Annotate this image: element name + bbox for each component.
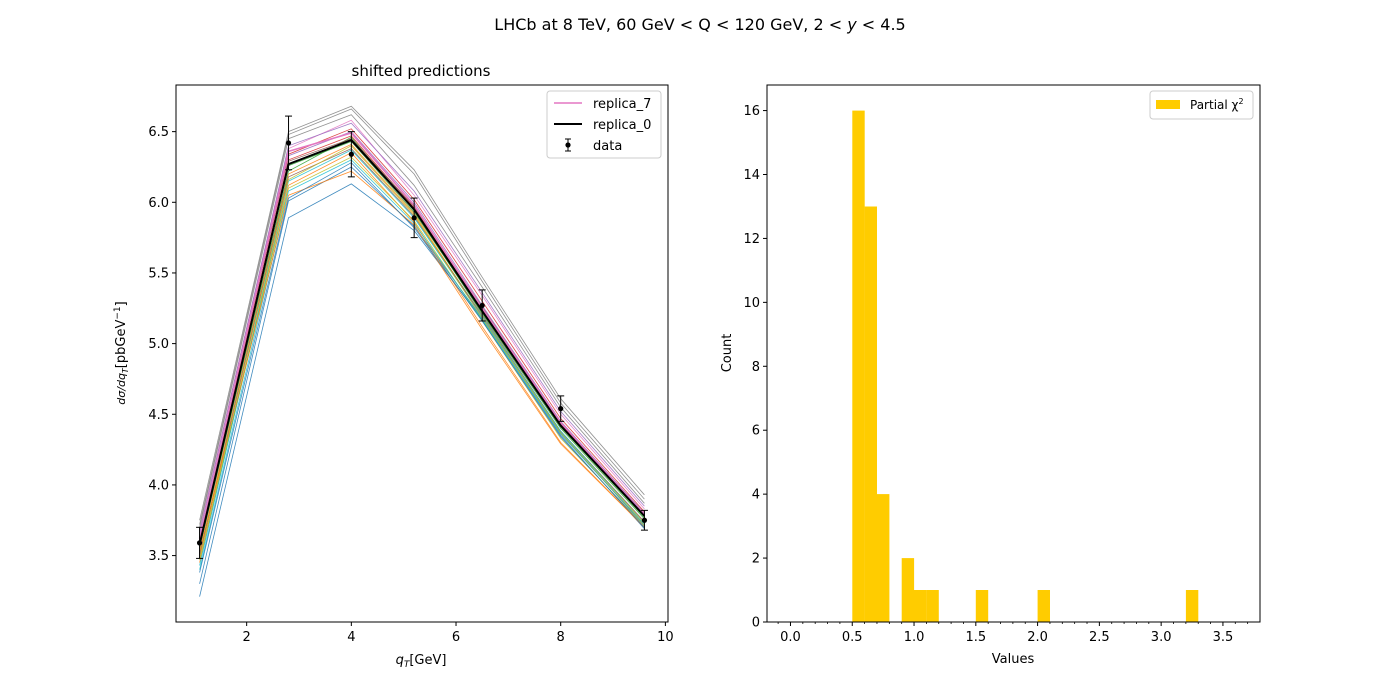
data-point	[410, 197, 418, 239]
data-point	[196, 526, 204, 559]
hist-y-axis-ticks: 0 2 4 6 8 10 12 14 16	[743, 104, 767, 631]
y-tick-label: 6.5	[148, 125, 169, 140]
histogram-bar	[926, 590, 939, 622]
hist-x-axis-ticks: 0.0 0.5 1.0 1.5 2.0 2.5 3.0 3.5	[777, 622, 1249, 645]
legend-label-data: data	[593, 139, 622, 154]
data-point	[347, 131, 355, 178]
hist-legend-frame	[1149, 90, 1254, 120]
histogram-bar	[975, 590, 989, 622]
hist-x-tick-label: 3.0	[1151, 630, 1172, 645]
hist-x-tick-label: 1.0	[904, 630, 925, 645]
data-points	[196, 115, 648, 559]
data-marker	[285, 140, 292, 146]
hist-y-tick-label: 4	[752, 488, 760, 503]
y-tick-label: 5.5	[148, 266, 169, 281]
hist-x-tick-label: 1.5	[965, 630, 986, 645]
x-tick-label: 4	[347, 630, 355, 645]
histogram-bar	[914, 590, 927, 622]
hist-legend-label: Partial χ2	[1190, 97, 1244, 112]
hist-x-tick-label: 3.5	[1213, 630, 1234, 645]
y-tick-label: 4.5	[148, 408, 169, 423]
histogram-bar	[852, 110, 865, 622]
data-marker	[479, 302, 485, 309]
y-tick-label: 4.0	[148, 478, 169, 493]
hist-x-tick-label: 2.0	[1027, 630, 1048, 645]
data-marker	[348, 151, 354, 157]
hist-y-tick-label: 14	[743, 168, 760, 183]
hist-y-tick-label: 2	[752, 552, 760, 567]
line-chart-frame	[175, 84, 669, 623]
histogram-frame	[766, 84, 1261, 623]
line-chart-panel: shifted predictions 2 4 6 8 10 3.5 4.0 4.5 5.0 5…	[113, 62, 674, 670]
histogram-bar	[877, 494, 890, 622]
hist-x-tick-label: 0.0	[780, 630, 801, 645]
hist-legend-swatch	[1156, 100, 1180, 109]
data-point	[478, 289, 486, 322]
data-point	[285, 115, 293, 171]
legend-label-replica-7: replica_7	[593, 97, 651, 112]
line-chart-legend: replica_7 replica_0 data	[546, 90, 662, 159]
hist-y-tick-label: 16	[743, 104, 760, 119]
hist-x-tick-label: 2.5	[1089, 630, 1110, 645]
data-marker	[196, 540, 203, 546]
hist-y-tick-label: 0	[752, 616, 760, 631]
data-point	[640, 509, 648, 531]
y-tick-label: 3.5	[148, 549, 169, 564]
hist-x-tick-label: 0.5	[842, 630, 863, 645]
hist-y-tick-label: 8	[752, 360, 760, 375]
figure-suptitle: LHCb at 8 TeV, 60 GeV < Q < 120 GeV, 2 <…	[494, 15, 905, 34]
histogram-legend: Partial χ2	[1149, 90, 1254, 120]
line-chart-y-label: dσ/dqT[pbGeV−1]	[113, 301, 130, 404]
y-tick-label: 5.0	[148, 337, 169, 352]
data-point	[557, 395, 565, 422]
line-chart-x-label: qT[GeV]	[396, 653, 447, 670]
histogram-bar	[1037, 590, 1050, 622]
histogram-panel: 0.0 0.5 1.0 1.5 2.0 2.5 3.0 3.5 0 2 4 6 8 10 12 14 16 V…	[720, 84, 1261, 667]
x-tick-label: 8	[557, 630, 565, 645]
legend-swatch-data	[565, 138, 571, 152]
line-chart-title: shifted predictions	[352, 62, 491, 80]
data-marker	[558, 406, 564, 412]
y-tick-label: 6.0	[148, 196, 169, 211]
x-axis-ticks: 2 4 6 8 10	[243, 622, 674, 645]
legend-frame	[546, 90, 662, 159]
data-marker	[641, 517, 648, 523]
y-axis-ticks: 3.5 4.0 4.5 5.0 5.5 6.0 6.5	[148, 125, 176, 564]
histogram-bars	[852, 110, 1199, 622]
histogram-bar	[901, 558, 915, 622]
x-tick-label: 2	[243, 630, 251, 645]
histogram-bar	[1185, 590, 1199, 622]
data-marker	[411, 215, 417, 221]
hist-y-tick-label: 6	[752, 424, 760, 439]
histogram-y-label: Count	[720, 334, 735, 373]
hist-y-tick-label: 12	[743, 232, 760, 247]
histogram-bar	[864, 206, 877, 622]
hist-y-tick-label: 10	[743, 296, 760, 311]
histogram-x-label: Values	[992, 652, 1035, 667]
x-tick-label: 10	[657, 630, 674, 645]
x-tick-label: 6	[452, 630, 460, 645]
legend-label-replica-0: replica_0	[593, 118, 651, 133]
